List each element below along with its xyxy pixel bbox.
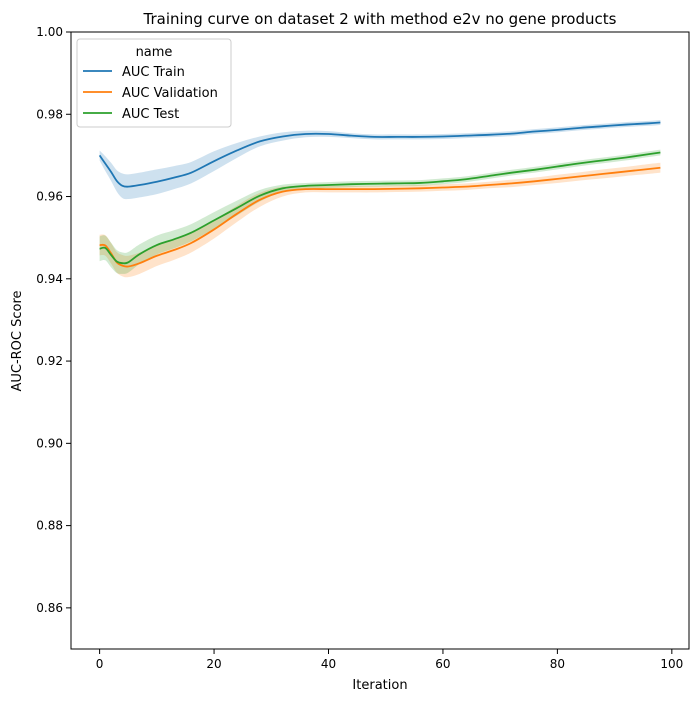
legend-label: AUC Test bbox=[122, 107, 179, 122]
x-tick-label: 100 bbox=[660, 657, 683, 671]
y-tick-label: 0.94 bbox=[36, 272, 63, 286]
series-lines bbox=[98, 121, 661, 268]
x-axis: 0 20 40 60 80 100 bbox=[96, 649, 683, 671]
legend-label: AUC Validation bbox=[122, 86, 218, 101]
x-tick-label: 0 bbox=[96, 657, 104, 671]
line-auc-validation bbox=[99, 166, 661, 268]
plot-area-frame bbox=[70, 31, 690, 650]
x-tick-label: 60 bbox=[435, 657, 450, 671]
x-tick-label: 20 bbox=[206, 657, 221, 671]
y-tick-label: 0.98 bbox=[36, 107, 63, 121]
legend-items: AUC Train AUC Validation AUC Test bbox=[83, 65, 218, 122]
y-tick-label: 0.90 bbox=[36, 436, 63, 450]
confidence-bands bbox=[99, 120, 661, 278]
y-tick-label: 0.92 bbox=[36, 354, 63, 368]
y-axis-label: AUC-ROC Score bbox=[10, 290, 25, 391]
legend-title: name bbox=[136, 45, 173, 60]
line-auc-train bbox=[98, 121, 661, 188]
y-tick-label: 0.88 bbox=[36, 519, 63, 533]
legend-label: AUC Train bbox=[122, 65, 185, 80]
x-axis-label: Iteration bbox=[352, 678, 407, 693]
y-tick-label: 0.96 bbox=[36, 190, 63, 204]
band-auc-test bbox=[99, 149, 661, 274]
chart-title: Training curve on dataset 2 with method … bbox=[143, 10, 617, 28]
x-tick-label: 40 bbox=[321, 657, 336, 671]
x-tick-label: 80 bbox=[550, 657, 565, 671]
legend: name AUC Train AUC Validation AUC Test bbox=[76, 38, 232, 128]
line-auc-test bbox=[99, 151, 661, 265]
y-axis: 0.86 0.88 0.90 0.92 0.94 0.96 0.98 1.00 bbox=[36, 25, 71, 615]
legend-box bbox=[76, 38, 232, 128]
y-tick-label: 1.00 bbox=[36, 25, 63, 39]
band-auc-train bbox=[99, 120, 661, 200]
y-tick-label: 0.86 bbox=[36, 601, 63, 615]
